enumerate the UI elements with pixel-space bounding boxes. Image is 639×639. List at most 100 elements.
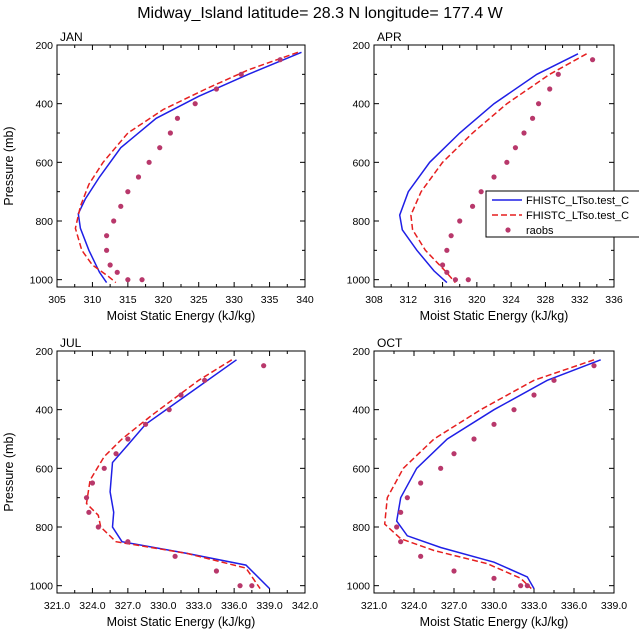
legend-label: raobs <box>526 225 554 237</box>
panel-apr: APR 308 312 316 320 324 328 332 336 200 400 600 800 1… <box>347 30 623 323</box>
raobs-point <box>529 115 536 121</box>
raobs-point <box>249 583 255 589</box>
x-tick-label: 336 <box>605 294 623 306</box>
raobs-point <box>457 218 463 224</box>
raobs-point <box>451 451 457 457</box>
raobs-point <box>125 436 131 442</box>
y-tick-label: 200 <box>35 40 53 52</box>
y-tick-label: 800 <box>352 522 370 534</box>
raobs-point <box>277 57 283 63</box>
raobs-point <box>491 575 497 581</box>
y-tick-label: 400 <box>35 405 53 417</box>
raobs-point <box>83 495 90 501</box>
raobs-point <box>213 86 220 92</box>
raobs-point <box>478 189 484 195</box>
raobs-point <box>213 568 220 574</box>
plot-frame <box>56 44 306 288</box>
x-axis-label: Moist Static Energy (kJ/kg) <box>420 615 569 629</box>
raobs-point <box>589 57 596 63</box>
raobs-point <box>174 115 181 121</box>
raobs-point <box>531 392 537 398</box>
raobs-point <box>89 480 96 486</box>
raobs-point <box>192 101 198 107</box>
x-tick-label: 325 <box>190 294 208 306</box>
y-tick-label: 1000 <box>30 581 54 593</box>
raobs-point <box>555 71 561 77</box>
raobs-point <box>404 495 410 501</box>
raobs-point <box>125 539 131 545</box>
raobs-point <box>125 277 131 283</box>
x-tick-label: 316 <box>434 294 452 306</box>
raobs-point <box>469 203 476 209</box>
raobs-point <box>166 407 172 413</box>
y-tick-label: 600 <box>352 463 370 475</box>
panels: JAN 305 310 315 320 325 330 335 340 200 400 600 800 1… <box>2 30 627 629</box>
raobs-point <box>444 269 450 275</box>
legend: FHISTC_LTso.test_C FHISTC_LTso.test_Craob… <box>485 190 639 238</box>
legend-label: FHISTC_LTso.test_C <box>526 195 629 207</box>
raobs-point <box>518 583 524 589</box>
x-tick-label: 336.0 <box>561 600 587 612</box>
x-tick-label: 330.0 <box>481 600 507 612</box>
y-tick-label: 800 <box>35 216 53 228</box>
legend-box <box>485 190 639 238</box>
raobs-point <box>172 553 178 559</box>
x-tick-label: 324.0 <box>79 600 105 612</box>
raobs-point <box>394 524 400 530</box>
panel-oct: OCT 321.0 324.0 327.0 330.0 333.0 336.0 339.0 20… <box>347 336 628 629</box>
y-tick-label: 800 <box>35 522 53 534</box>
x-tick-label: 308 <box>365 294 383 306</box>
x-tick-label: 321.0 <box>44 600 70 612</box>
raobs-point <box>104 247 110 253</box>
raobs-point <box>104 233 110 239</box>
y-tick-label: 1000 <box>347 581 371 593</box>
raobs-point <box>114 269 120 275</box>
y-axis-label: Pressure (mb) <box>2 126 16 205</box>
raobs-point <box>95 524 101 530</box>
x-axis-label: Moist Static Energy (kJ/kg) <box>107 309 256 323</box>
x-tick-label: 340 <box>296 294 314 306</box>
x-tick-label: 330.0 <box>150 600 176 612</box>
raobs-point <box>139 277 145 283</box>
x-tick-label: 320 <box>468 294 486 306</box>
x-tick-label: 321.0 <box>361 600 387 612</box>
raobs-point <box>439 262 446 268</box>
x-tick-label: 324 <box>502 294 520 306</box>
x-axis-label: Moist Static Energy (kJ/kg) <box>107 615 256 629</box>
x-tick-label: 324.0 <box>401 600 427 612</box>
x-tick-label: 336.0 <box>221 600 247 612</box>
raobs-point <box>471 436 477 442</box>
x-tick-label: 330 <box>225 294 243 306</box>
x-tick-label: 335 <box>261 294 279 306</box>
raobs-point <box>535 101 542 107</box>
raobs-point <box>202 377 208 383</box>
raobs-point <box>418 553 424 559</box>
raobs-point <box>444 247 450 253</box>
series-line-red <box>410 53 587 284</box>
panel-title: APR <box>377 30 402 44</box>
panel-jul: JUL 321.0 324.0 327.0 330.0 333.0 336.0 339.0 34… <box>2 336 318 629</box>
raobs-point <box>451 568 457 574</box>
x-tick-label: 320 <box>155 294 173 306</box>
raobs-point <box>86 509 92 515</box>
x-tick-label: 333.0 <box>521 600 547 612</box>
x-tick-label: 332 <box>571 294 589 306</box>
y-tick-label: 400 <box>35 99 53 111</box>
y-tick-label: 1000 <box>347 275 371 287</box>
raobs-point <box>261 363 267 369</box>
raobs-point <box>591 363 597 369</box>
y-axis-label: Pressure (mb) <box>2 432 16 511</box>
raobs-point <box>111 218 117 224</box>
plot-frame <box>56 350 306 594</box>
x-tick-label: 315 <box>119 294 137 306</box>
y-tick-label: 600 <box>35 463 53 475</box>
raobs-point <box>521 130 527 136</box>
x-tick-label: 327.0 <box>441 600 467 612</box>
raobs-point <box>418 480 424 486</box>
raobs-point <box>438 465 444 471</box>
x-tick-label: 310 <box>84 294 102 306</box>
raobs-point <box>504 159 510 165</box>
y-tick-label: 200 <box>352 40 370 52</box>
x-tick-label: 312 <box>400 294 418 306</box>
raobs-point <box>118 203 124 209</box>
